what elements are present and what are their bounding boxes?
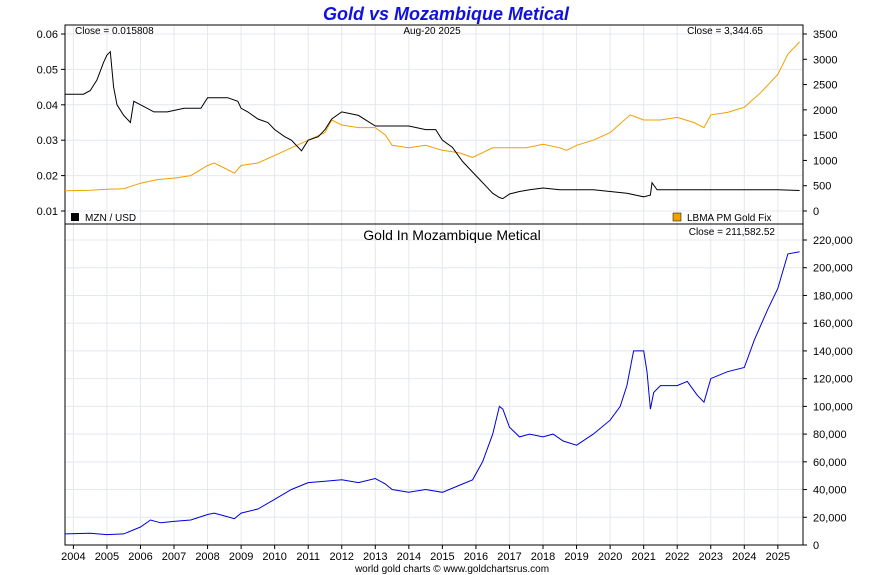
y-right-tick-label: 2000 [813,105,837,117]
y-left-tick-label: 0.02 [37,171,58,183]
y-right-tick-label: 140,000 [813,346,853,358]
y-right-tick-label: 160,000 [813,318,853,330]
x-tick-label: 2021 [631,551,655,563]
bottom-panel-frame [64,223,804,546]
x-tick-label: 2022 [665,551,689,563]
x-tick-label: 2019 [564,551,588,563]
bottom-right-axis: 220,000 200,000 180,000 160,000 140,000 120,0… [803,235,853,552]
y-right-tick-label: 3000 [813,54,837,66]
legend-swatch-mzn [71,213,79,221]
y-right-tick-label: 200,000 [813,263,853,275]
top-right-axis: 3500 3000 2500 2000 1500 1000 500 0 [803,29,837,218]
y-right-tick-label: 80,000 [813,429,847,441]
x-tick-label: 2007 [162,551,186,563]
x-tick-label: 2011 [296,551,320,563]
close-left-label: Close = 0.015808 [75,26,154,37]
bottom-panel: 220,000 200,000 180,000 160,000 140,000 120,0… [61,223,853,563]
x-tick-label: 2012 [330,551,354,563]
y-right-tick-label: 1500 [813,130,837,142]
chart-title: Gold vs Mozambique Metical [323,4,570,24]
date-label: Aug-20 2025 [403,26,461,37]
bottom-panel-title: Gold In Mozambique Metical [363,227,540,243]
y-left-tick-label: 0.04 [37,100,58,112]
x-tick-label: 2010 [262,551,286,563]
y-left-tick-label: 0.01 [37,206,58,218]
y-left-tick-label: 0.06 [37,29,58,41]
x-tick-label: 2009 [229,551,253,563]
x-tick-label: 2025 [766,551,790,563]
y-right-tick-label: 3500 [813,29,837,41]
x-tick-label: 2018 [531,551,555,563]
bottom-gridlines [65,224,803,546]
series-line-gold-in-mzn [64,251,800,536]
y-right-tick-label: 120,000 [813,374,853,386]
x-tick-label: 2020 [598,551,622,563]
x-tick-label: 2016 [464,551,488,563]
x-tick-label: 2015 [430,551,454,563]
x-tick-label: 2013 [363,551,387,563]
y-left-tick-label: 0.05 [37,64,58,76]
y-right-tick-label: 180,000 [813,290,853,302]
series-line-mzn-usd [65,50,800,200]
legend-label-mzn: MZN / USD [85,213,136,224]
top-panel-frame [64,24,804,225]
y-right-tick-label: 0 [813,206,819,218]
x-axis: 2004 2005 2006 2007 2008 2009 2010 2011 2012 2013… [61,545,790,563]
y-right-tick-label: 60,000 [813,457,847,469]
y-right-tick-label: 1000 [813,155,837,167]
y-right-tick-label: 100,000 [813,401,853,413]
x-tick-label: 2024 [732,551,756,563]
x-tick-label: 2014 [397,551,421,563]
x-tick-label: 2005 [95,551,119,563]
top-panel: 0.06 0.05 0.04 0.03 0.02 0.01 3500 3000 2500 200… [37,24,837,225]
series-line-gold [64,41,800,192]
y-right-tick-label: 0 [813,540,819,552]
y-right-tick-label: 40,000 [813,485,847,497]
legend-label-gold: LBMA PM Gold Fix [687,213,771,224]
y-right-tick-label: 500 [813,181,831,193]
x-tick-label: 2004 [61,551,85,563]
x-tick-label: 2017 [497,551,521,563]
y-right-tick-label: 20,000 [813,512,847,524]
footer-credit: world gold charts © www.goldchartsrus.co… [354,564,549,575]
x-tick-label: 2006 [128,551,152,563]
close-right-label: Close = 3,344.65 [687,26,763,37]
y-left-tick-label: 0.03 [37,135,58,147]
bottom-close-label: Close = 211,582.52 [689,227,776,238]
legend-swatch-gold [672,212,682,222]
y-right-tick-label: 220,000 [813,235,853,247]
top-gridlines [65,25,803,224]
y-right-tick-label: 2500 [813,80,837,92]
top-left-axis: 0.06 0.05 0.04 0.03 0.02 0.01 [37,29,65,218]
x-tick-label: 2008 [195,551,219,563]
x-tick-label: 2023 [699,551,723,563]
